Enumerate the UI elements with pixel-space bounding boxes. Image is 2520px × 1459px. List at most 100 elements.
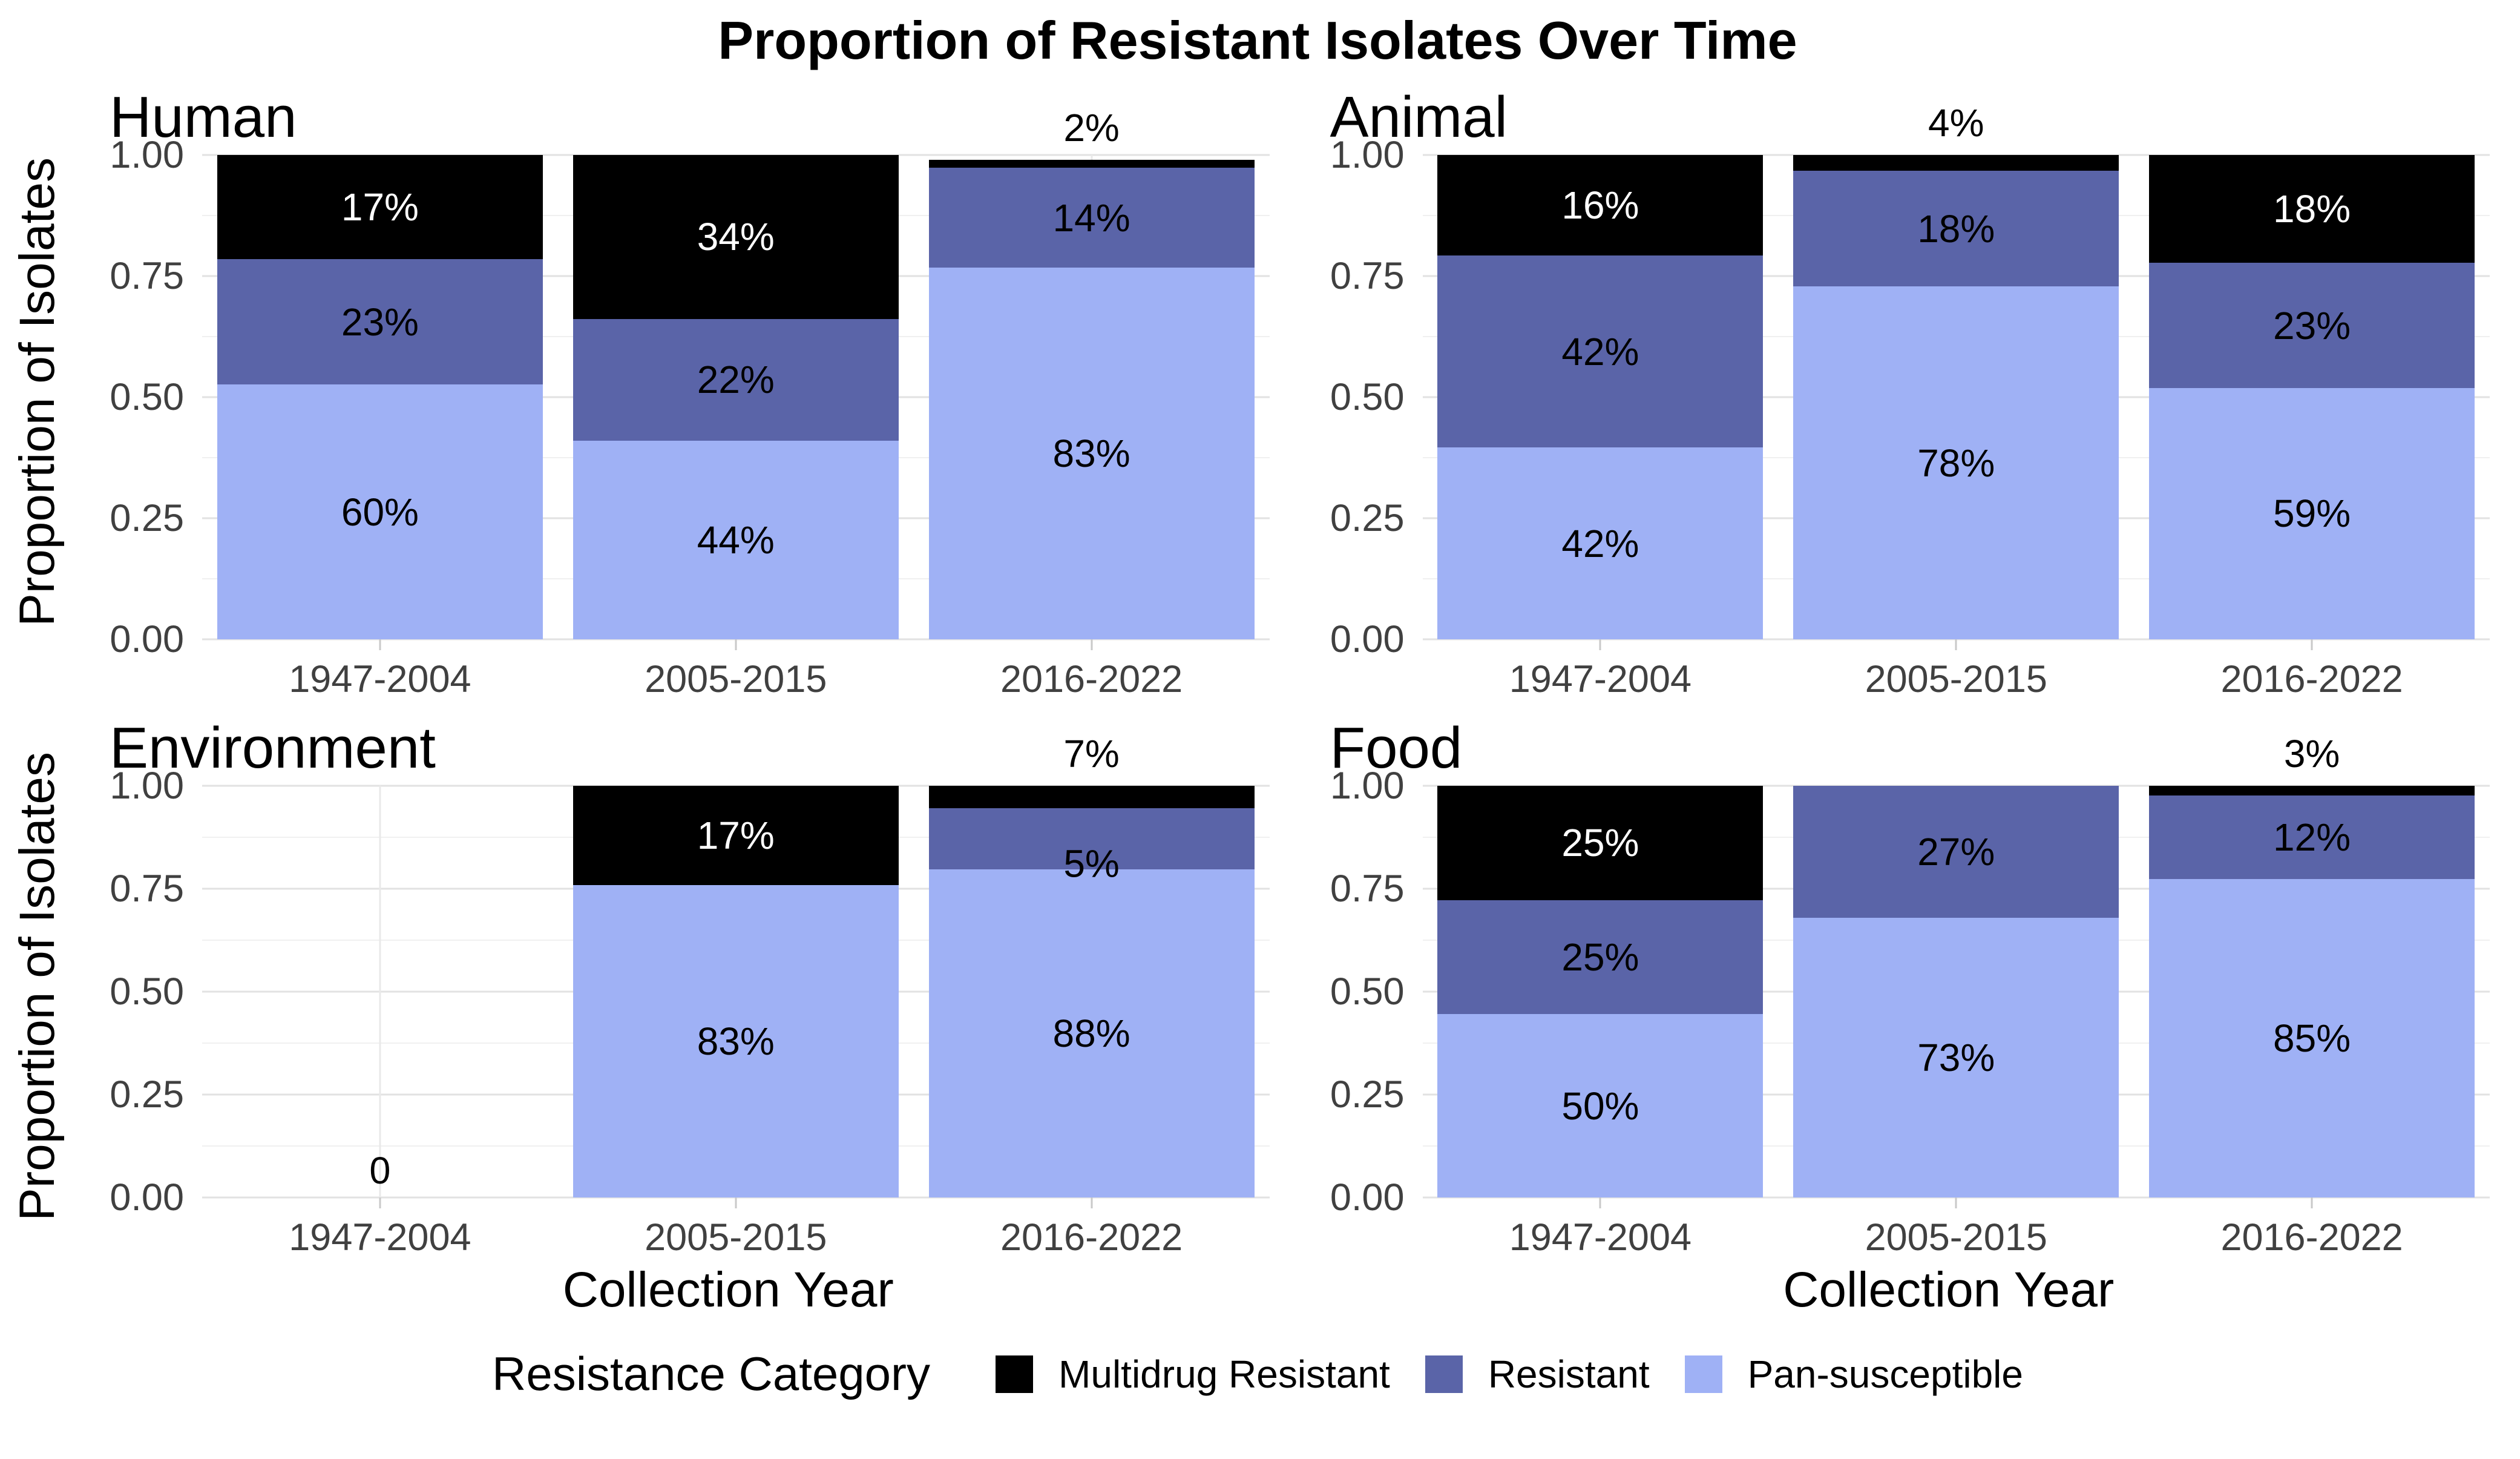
stacked-bar: 5% 88% — [928, 786, 1255, 1197]
y-tick-label: 0.25 — [1330, 1073, 1405, 1116]
bar-segment-multidrug-resistant — [928, 160, 1255, 168]
stacked-bar: 14% 83% — [928, 160, 1255, 640]
y-tick-label: 0.50 — [110, 376, 184, 418]
y-axis-title-text: Proportion of Isolates — [9, 751, 65, 1221]
bar-value-label: 23% — [2273, 303, 2351, 347]
bar-value-label: 34% — [697, 215, 775, 259]
legend: Resistance Category Multidrug Resistant … — [8, 1346, 2507, 1401]
x-tick-mark — [379, 639, 381, 650]
x-tick-label: 2016-2022 — [2220, 1216, 2403, 1259]
bar-value-label: 42% — [1561, 329, 1639, 374]
stacked-bar: 12% 85% — [2149, 786, 2475, 1197]
bar-segment-pan-susceptible: 44% — [573, 440, 899, 639]
bar-value-label: 5% — [1063, 841, 1120, 886]
y-tick-label: 0.75 — [110, 868, 184, 910]
y-tick-label: 0.00 — [110, 1176, 184, 1219]
x-tick-label: 1947-2004 — [289, 658, 471, 700]
plot-wrap: 1.00 0.75 0.50 0.25 0.00 17% 83% 5% 88% 7% 0 — [66, 732, 1270, 1219]
y-tick-gutter: 1.00 0.75 0.50 0.25 0.00 — [66, 134, 202, 660]
x-tick-area: 1947-2004 2005-2015 2016-2022 — [202, 1197, 1270, 1260]
y-tick-label: 0.00 — [1330, 618, 1405, 660]
bar-value-label: 25% — [1561, 935, 1639, 979]
plot-wrap: 1.00 0.75 0.50 0.25 0.00 16% 42% 42% 18% 78% 4% 18%… — [1287, 101, 2490, 660]
bar-value-label: 16% — [1561, 183, 1639, 228]
y-axis-title-top: Proportion of Isolates — [8, 81, 66, 702]
legend-item-pan-susceptible: Pan-susceptible — [1684, 1352, 2023, 1397]
plot-wrap: 1.00 0.75 0.50 0.25 0.00 25% 25% 50% 27% 73% 12% 85… — [1287, 732, 2490, 1219]
bar-segment-resistant: 5% — [928, 808, 1255, 885]
x-tick-mark — [735, 1197, 737, 1208]
y-tick-label: 1.00 — [110, 134, 184, 176]
bar-segment-resistant: 25% — [1437, 900, 1764, 1014]
y-tick-label: 1.00 — [1330, 765, 1405, 807]
x-tick-area: 1947-2004 2005-2015 2016-2022 — [1423, 639, 2490, 702]
bar-value-label: 18% — [2273, 187, 2351, 231]
bar-segment-resistant: 22% — [573, 318, 899, 441]
bar-value-label: 14% — [1052, 196, 1130, 240]
y-tick-gutter: 1.00 0.75 0.50 0.25 0.00 — [1287, 765, 1423, 1219]
bar-segment-resistant: 18% — [1793, 171, 2119, 287]
bar-segment-multidrug-resistant — [2149, 786, 2475, 795]
legend-label: Resistant — [1488, 1352, 1650, 1396]
bar-value-label: 17% — [341, 185, 419, 229]
bar-segment-resistant: 14% — [928, 168, 1255, 268]
x-tick-label: 2005-2015 — [1865, 1216, 2047, 1259]
x-tick-mark — [1599, 1197, 1601, 1208]
bar-segment-multidrug-resistant: 18% — [2149, 155, 2475, 263]
x-tick-label: 2016-2022 — [2220, 658, 2403, 700]
x-tick-mark — [1955, 639, 1957, 650]
x-tick-mark — [2311, 639, 2313, 650]
chart-title: Proportion of Resistant Isolates Over Ti… — [718, 10, 1797, 70]
bar-value-label: 88% — [1052, 1011, 1130, 1055]
bar-segment-pan-susceptible: 78% — [1793, 286, 2119, 639]
plot-area: 17% 83% 5% 88% 7% 0 — [202, 732, 1270, 1199]
zero-annotation: 0 — [369, 1150, 391, 1192]
y-axis-title-bottom: Proportion of Isolates — [8, 712, 66, 1260]
bar-segment-multidrug-resistant — [928, 786, 1255, 809]
x-tick-row: 1947-2004 2005-2015 2016-2022 — [1287, 639, 2490, 702]
legend-item-resistant: Resistant — [1425, 1352, 1650, 1397]
y-tick-label: 0.75 — [1330, 868, 1405, 910]
bar-segment-pan-susceptible: 83% — [928, 268, 1255, 640]
x-tick-mark — [1091, 1197, 1093, 1208]
y-tick-gutter: 1.00 0.75 0.50 0.25 0.00 — [66, 765, 202, 1219]
x-tick-area: 1947-2004 2005-2015 2016-2022 — [202, 639, 1270, 702]
y-tick-label: 0.50 — [110, 970, 184, 1013]
facet-panel-human: Human 1.00 0.75 0.50 0.25 0.00 17% 23% 60% 34% 22%… — [66, 81, 1287, 702]
bar-value-label: 83% — [697, 1019, 775, 1064]
x-tick-mark — [735, 639, 737, 650]
bar-value-label: 59% — [2273, 492, 2351, 536]
x-tick-label: 1947-2004 — [289, 1216, 471, 1259]
x-tick-label: 2016-2022 — [1000, 1216, 1183, 1259]
stacked-bar: 17% 83% — [573, 786, 899, 1197]
y-tick-label: 0.00 — [1330, 1176, 1405, 1219]
stacked-bar: 16% 42% 42% — [1437, 155, 1764, 640]
bar-segment-resistant: 23% — [217, 259, 543, 385]
bar-value-label-above: 7% — [1063, 732, 1120, 776]
y-tick-label: 1.00 — [1330, 134, 1405, 176]
y-tick-label: 0.50 — [1330, 376, 1405, 418]
stacked-bar: 27% 73% — [1793, 786, 2119, 1197]
plot-area: 17% 23% 60% 34% 22% 44% 14% 83% 2% — [202, 106, 1270, 641]
facet-label: Human — [110, 85, 297, 150]
bar-value-label: 12% — [2273, 815, 2351, 859]
plot-area: 25% 25% 50% 27% 73% 12% 85% 3% — [1422, 732, 2490, 1199]
x-tick-label: 2005-2015 — [645, 658, 827, 700]
x-axis-title-spacer — [8, 1262, 66, 1319]
x-tick-row: 1947-2004 2005-2015 2016-2022 — [66, 1197, 1270, 1260]
legend-swatch-resistant-icon — [1425, 1355, 1463, 1393]
facet-panel-animal: Animal 1.00 0.75 0.50 0.25 0.00 16% 42% 42% 18% 78… — [1287, 81, 2507, 702]
bar-segment-pan-susceptible: 88% — [928, 869, 1255, 1197]
bar-segment-multidrug-resistant: 25% — [1437, 786, 1764, 900]
bar-value-label: 44% — [697, 518, 775, 562]
bar-segment-multidrug-resistant: 16% — [1437, 155, 1764, 256]
x-axis-title-right: Collection Year — [1783, 1262, 2115, 1317]
y-tick-gutter: 1.00 0.75 0.50 0.25 0.00 — [1287, 134, 1423, 660]
bar-segment-pan-susceptible: 83% — [573, 885, 899, 1197]
bar-value-label-above: 4% — [1928, 101, 1984, 145]
legend-item-multidrug-resistant: Multidrug Resistant — [996, 1352, 1390, 1397]
y-tick-label: 0.25 — [110, 1073, 184, 1116]
facet-panel-environment: Environment 1.00 0.75 0.50 0.25 0.00 17% 83% 5% 8… — [66, 712, 1287, 1260]
facet-row-top: Proportion of Isolates Human 1.00 0.75 0.50… — [8, 81, 2507, 702]
facet-label: Food — [1330, 716, 1463, 780]
